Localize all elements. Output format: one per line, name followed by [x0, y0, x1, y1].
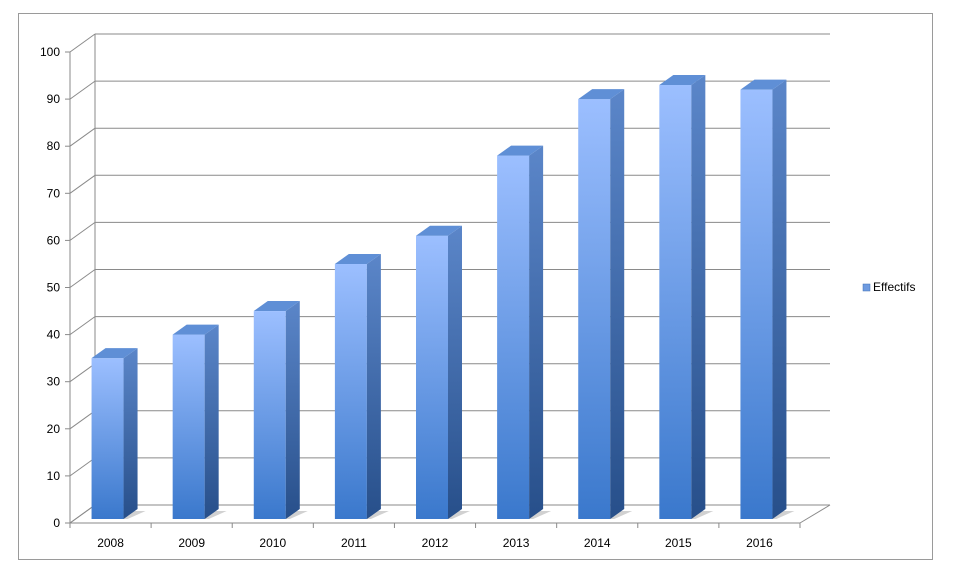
gridline-diagonal [69, 410, 96, 430]
bar-top [172, 324, 219, 335]
y-tick-label: 20 [47, 422, 61, 436]
bar [497, 145, 552, 519]
gridline-diagonal [69, 127, 96, 147]
bar-front [172, 334, 205, 519]
x-tick-label: 2011 [341, 536, 367, 550]
gridline-diagonal [69, 33, 96, 53]
x-tick-label: 2012 [422, 536, 449, 550]
bar-side [691, 74, 706, 519]
bar-top [334, 253, 381, 264]
bar [740, 79, 795, 520]
bar [253, 301, 308, 519]
bar-front [253, 311, 286, 519]
x-tick-label: 2016 [746, 536, 773, 550]
bar-top [253, 301, 300, 312]
legend-swatch [862, 283, 871, 292]
y-tick-label: 80 [47, 139, 61, 153]
gridline-diagonal [69, 269, 96, 288]
gridline-diagonal [69, 80, 96, 100]
x-tick-label: 2013 [503, 536, 530, 550]
y-tick-label: 100 [40, 45, 60, 59]
bar-side [285, 301, 300, 519]
legend-label: Effectifs [873, 280, 915, 294]
bar-top [91, 348, 138, 359]
bar-side [772, 79, 787, 520]
bar [416, 225, 470, 519]
y-tick-label: 60 [47, 233, 61, 247]
bar-front [578, 99, 611, 519]
bar-front [497, 155, 530, 519]
bar-top [659, 74, 706, 85]
y-tick-label: 50 [47, 281, 61, 295]
bar [659, 74, 714, 519]
y-tick-label: 30 [47, 375, 61, 389]
bar-top [416, 225, 462, 236]
bar [91, 348, 146, 519]
x-tick-label: 2010 [259, 536, 286, 550]
bar [578, 89, 633, 519]
gridline-diagonal [69, 457, 96, 477]
y-tick-label: 70 [47, 186, 61, 200]
bar-top [578, 89, 625, 100]
bars-layer [91, 74, 795, 520]
bar-top [497, 145, 544, 156]
bar-side [366, 253, 381, 519]
legend: Effectifs [862, 280, 915, 294]
gridline-diagonal [69, 316, 96, 336]
x-tick-label: 2014 [584, 536, 611, 550]
x-tick-label: 2009 [178, 536, 205, 550]
bar-top [740, 79, 787, 90]
bar [334, 253, 389, 519]
y-tick-label: 40 [47, 328, 61, 342]
bar-side [204, 324, 219, 519]
bar-side [529, 145, 544, 519]
bar-side [123, 348, 138, 519]
x-tick-label: 2008 [97, 536, 124, 550]
bar-front [91, 358, 124, 519]
x-tick-label: 2015 [665, 536, 692, 550]
labels-layer: 0 10 20 30 40 50 60 70 80 90 100 2008 2009 2010 2011 20… [40, 45, 773, 550]
y-tick-label: 90 [47, 92, 61, 106]
bar-front [334, 263, 367, 519]
y-tick-label: 10 [47, 469, 61, 483]
bar-front [740, 89, 773, 520]
gridline-diagonal [69, 174, 96, 194]
bar-side [448, 225, 462, 519]
bar-front [659, 84, 692, 519]
gridline-diagonal [69, 221, 96, 241]
gridline-diagonal [69, 363, 96, 383]
bar-front [416, 235, 448, 519]
bar [172, 324, 227, 519]
y-tick-label: 0 [53, 516, 60, 530]
bar-side [610, 89, 625, 519]
